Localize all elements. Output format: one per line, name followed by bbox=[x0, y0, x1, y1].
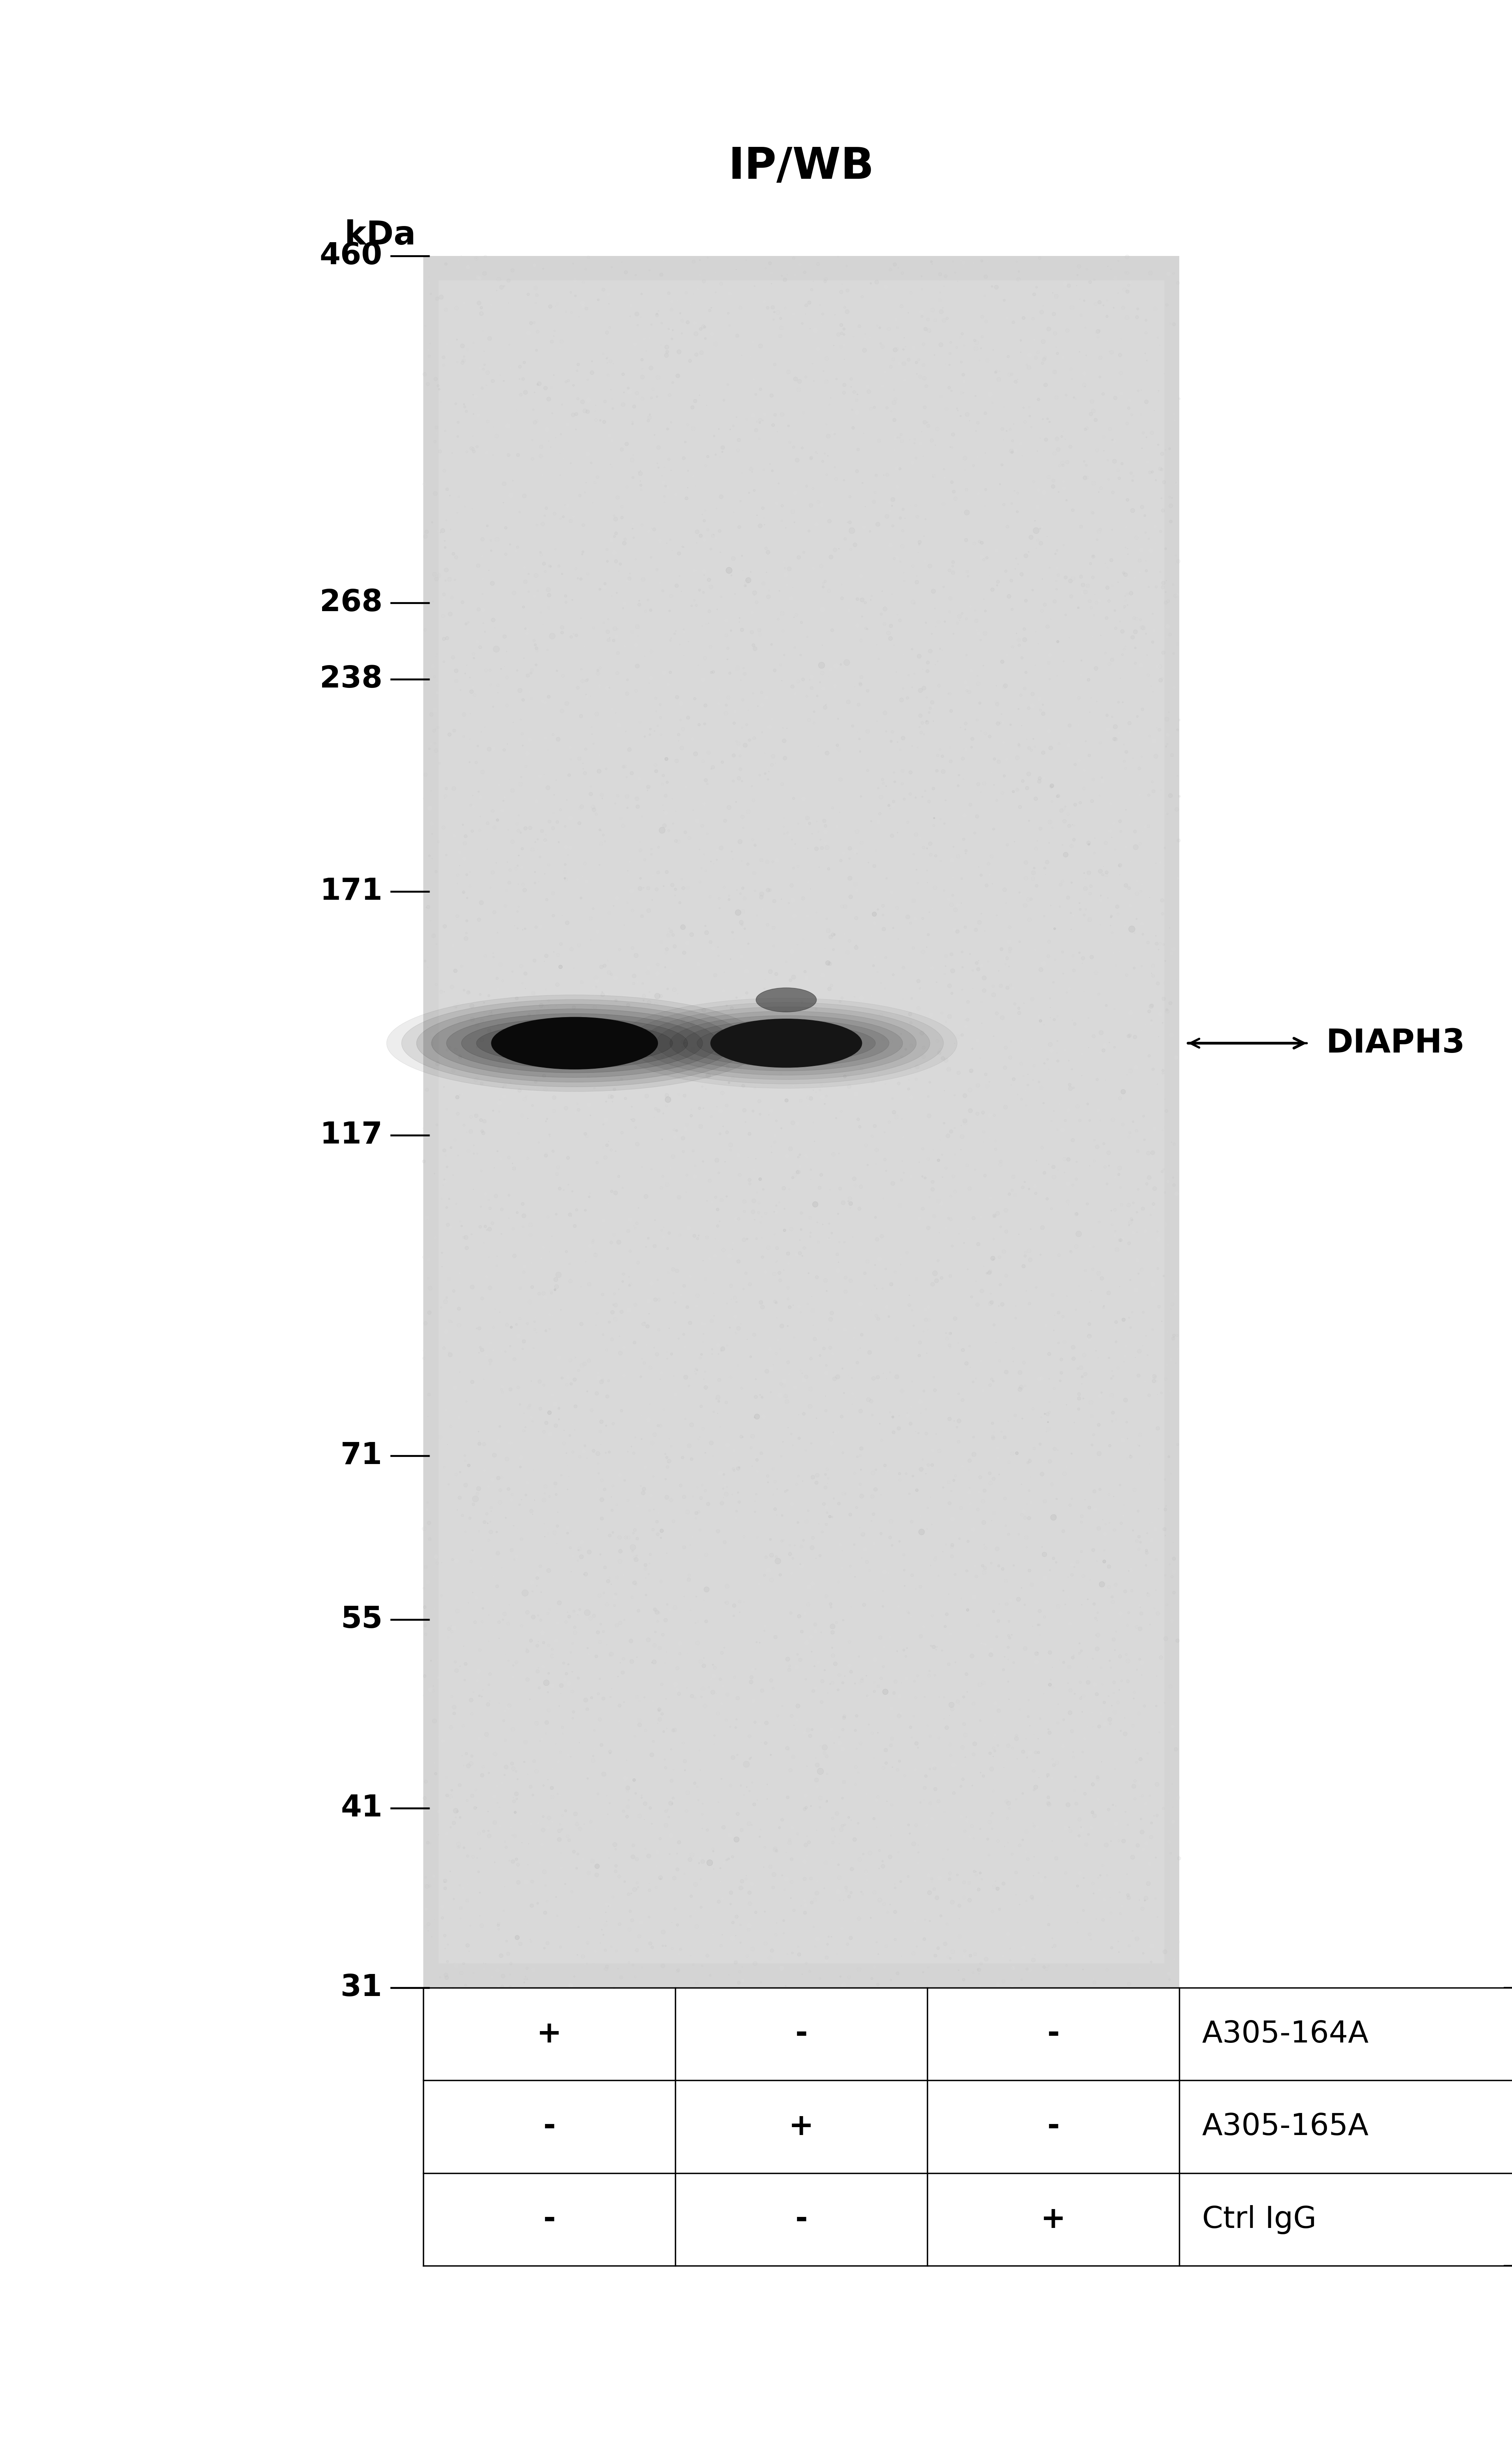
Ellipse shape bbox=[756, 988, 816, 1012]
Text: 117: 117 bbox=[321, 1120, 383, 1149]
Ellipse shape bbox=[670, 1015, 903, 1071]
Text: 268: 268 bbox=[319, 588, 383, 617]
Ellipse shape bbox=[431, 1010, 718, 1078]
Ellipse shape bbox=[656, 1012, 916, 1076]
Text: -: - bbox=[1048, 2019, 1060, 2049]
Ellipse shape bbox=[446, 1015, 703, 1073]
Ellipse shape bbox=[402, 1000, 747, 1088]
Ellipse shape bbox=[683, 1020, 889, 1066]
Ellipse shape bbox=[461, 1017, 688, 1068]
Text: -: - bbox=[1048, 2112, 1060, 2141]
Text: IP/WB: IP/WB bbox=[729, 146, 874, 188]
Bar bbox=[438, 280, 1164, 1963]
Text: +: + bbox=[789, 2112, 813, 2141]
Text: +: + bbox=[537, 2019, 562, 2049]
Text: -: - bbox=[795, 2019, 807, 2049]
Ellipse shape bbox=[629, 1002, 943, 1083]
Text: -: - bbox=[795, 2205, 807, 2234]
Text: -: - bbox=[543, 2205, 555, 2234]
Ellipse shape bbox=[491, 1027, 658, 1059]
Ellipse shape bbox=[387, 995, 762, 1093]
Text: 55: 55 bbox=[340, 1605, 383, 1634]
Ellipse shape bbox=[711, 1029, 862, 1059]
Text: 460: 460 bbox=[319, 241, 383, 271]
Text: 31: 31 bbox=[340, 1973, 383, 2002]
Ellipse shape bbox=[643, 1007, 930, 1080]
Ellipse shape bbox=[491, 1017, 658, 1068]
Text: A305-164A: A305-164A bbox=[1202, 2019, 1368, 2049]
Text: 71: 71 bbox=[340, 1441, 383, 1471]
Bar bbox=[423, 256, 1179, 1988]
Text: A305-165A: A305-165A bbox=[1202, 2112, 1368, 2141]
Ellipse shape bbox=[476, 1022, 673, 1063]
Ellipse shape bbox=[697, 1024, 875, 1061]
Text: 171: 171 bbox=[321, 878, 383, 905]
Ellipse shape bbox=[417, 1005, 732, 1083]
Text: Ctrl IgG: Ctrl IgG bbox=[1202, 2205, 1317, 2234]
Text: 41: 41 bbox=[340, 1793, 383, 1822]
Ellipse shape bbox=[615, 998, 957, 1088]
Text: -: - bbox=[543, 2112, 555, 2141]
Text: DIAPH3: DIAPH3 bbox=[1326, 1027, 1465, 1059]
Text: 238: 238 bbox=[319, 663, 383, 693]
Text: kDa: kDa bbox=[345, 220, 416, 251]
Ellipse shape bbox=[711, 1020, 862, 1068]
Text: +: + bbox=[1040, 2205, 1066, 2234]
